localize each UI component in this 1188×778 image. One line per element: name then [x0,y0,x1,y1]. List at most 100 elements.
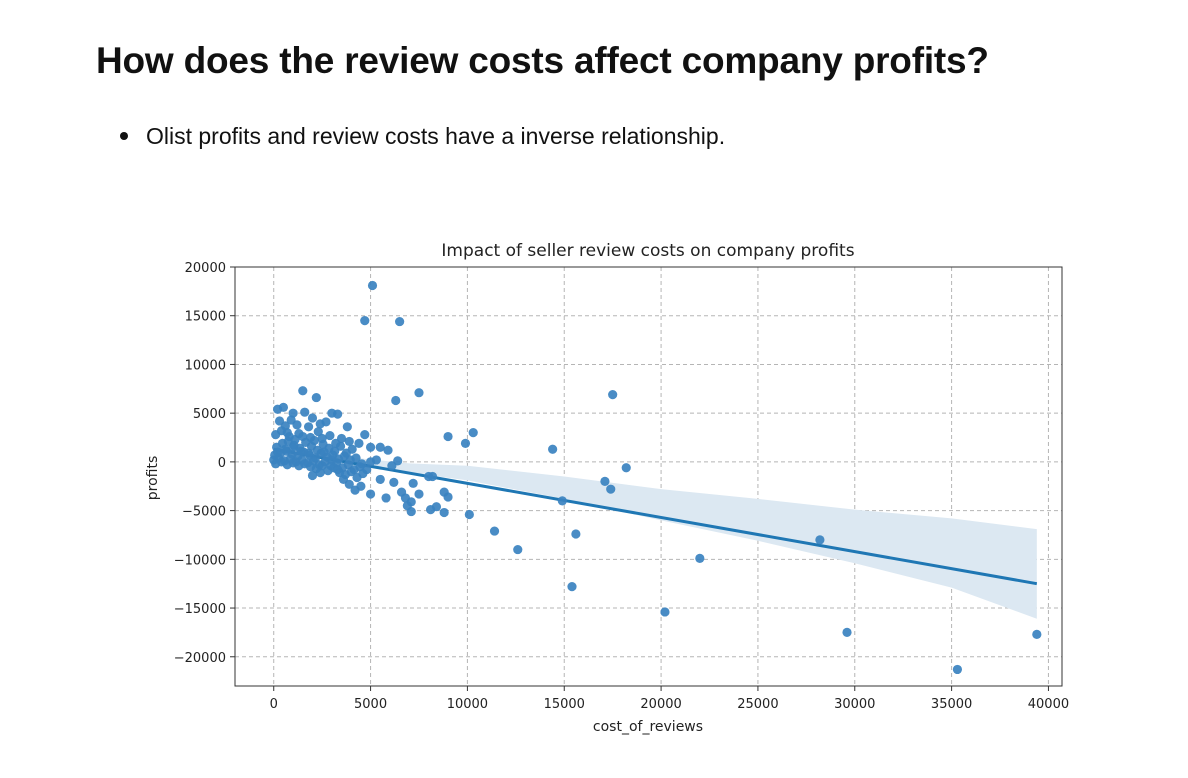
data-point [443,431,453,442]
data-point [303,448,314,458]
data-point [325,430,335,441]
data-point [557,496,567,506]
y-tick-label: −10000 [174,553,226,568]
data-point [358,468,368,479]
data-point [360,315,370,326]
data-point [307,470,318,481]
chart-title: Impact of seller review costs on company… [441,241,854,261]
data-point [426,505,436,515]
data-point [307,413,318,423]
x-axis-label: cost_of_reviews [593,719,703,735]
data-point [331,438,341,448]
data-point [408,478,418,488]
data-point [815,535,825,545]
data-point [375,474,385,485]
data-point [311,392,321,403]
x-tick-label: 35000 [931,697,972,712]
data-point [660,607,670,617]
x-tick-label: 30000 [834,697,875,712]
data-point [342,422,352,432]
data-point [375,442,385,452]
data-point [282,428,292,438]
data-point [290,434,300,445]
data-point [427,471,438,482]
x-tick-label: 15000 [544,697,585,712]
bullet-item: Olist profits and review costs have a in… [0,118,725,154]
data-point [315,468,325,478]
data-point [321,417,331,427]
data-point [350,485,360,495]
y-tick-label: 15000 [185,310,226,325]
data-point [443,492,453,502]
y-tick-label: −5000 [182,505,226,520]
y-axis-label: profits [145,456,161,501]
data-point [365,442,376,452]
data-point [365,457,376,467]
x-axis-ticks: 0 5000 10000 15000 20000 25000 30000 35000 40000 [270,686,1069,712]
data-point [695,553,705,563]
data-point [298,386,308,396]
data-point [292,420,302,430]
data-point [313,427,323,437]
data-point [464,509,474,520]
data-point [298,431,308,442]
data-point [344,479,354,489]
data-point [391,395,401,406]
data-point [344,436,354,447]
data-point [395,316,405,327]
data-point [400,493,411,503]
confidence-band [273,447,1037,619]
y-tick-label: −15000 [174,602,226,617]
data-point [468,428,478,438]
data-point [489,526,500,536]
data-point [333,409,343,419]
y-tick-label: 10000 [185,358,226,373]
data-point [567,582,577,592]
data-point [273,404,283,414]
data-point [327,455,337,465]
data-point [414,489,424,499]
data-point [460,438,471,448]
data-point [303,422,314,432]
data-point [367,280,378,291]
x-tick-label: 25000 [737,697,778,712]
y-tick-label: −20000 [174,651,226,666]
data-point [288,442,298,452]
data-point [842,627,852,638]
data-point [347,444,357,454]
data-point [300,407,310,417]
data-point [365,489,376,499]
bullet-text: Olist profits and review costs have a in… [146,123,726,149]
data-point [280,444,290,454]
page-title: How does the review costs affect company… [96,40,989,81]
y-tick-label: 5000 [193,407,226,422]
bullet-dot-icon [120,132,128,140]
data-point [439,507,449,518]
data-point [383,445,393,455]
data-point [309,435,320,446]
data-points [269,280,1042,675]
x-tick-label: 5000 [354,697,387,712]
data-point [387,461,397,471]
data-point [406,506,416,517]
data-point [1032,629,1042,639]
data-point [600,476,610,486]
data-point [606,484,616,494]
x-tick-label: 20000 [640,697,681,712]
data-point [621,463,631,473]
data-point [513,544,523,555]
data-point [608,390,618,400]
bullet-list: Olist profits and review costs have a in… [0,118,725,154]
data-point [333,465,343,475]
x-tick-label: 10000 [447,697,488,712]
y-axis-ticks: 20000 15000 10000 5000 0 −5000 −10000 −15000 −20… [174,261,235,666]
regression-line [273,447,1038,586]
data-point [319,447,329,457]
data-point [346,467,356,477]
y-tick-label: 20000 [185,261,226,276]
x-tick-label: 0 [270,697,278,712]
data-point [548,444,558,454]
data-point [273,447,283,457]
data-point [952,664,963,675]
